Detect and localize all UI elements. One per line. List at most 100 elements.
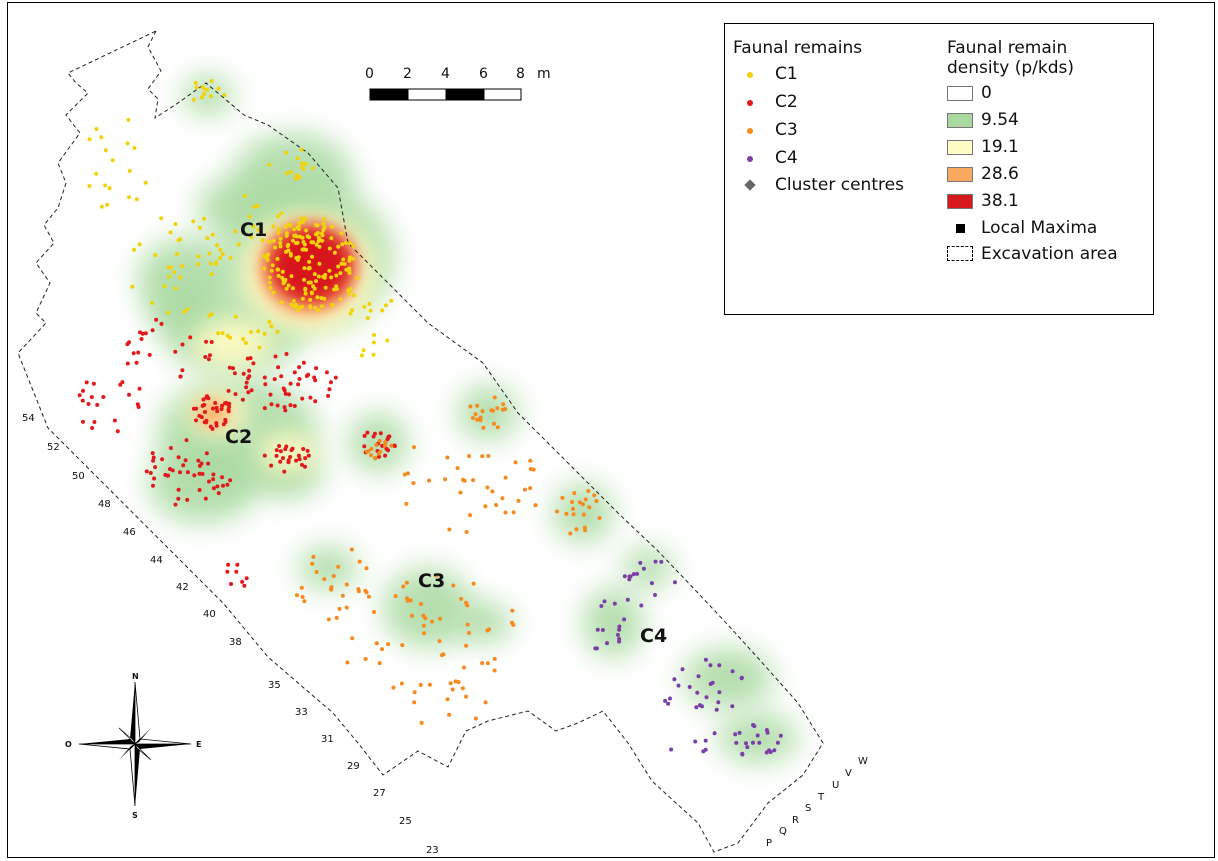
c3-point [481, 425, 486, 430]
c2-point [377, 454, 381, 459]
c1-point [297, 175, 302, 180]
c2-point [143, 331, 148, 336]
c3-point [369, 446, 374, 451]
c3-point [516, 498, 521, 503]
c4-point [703, 747, 708, 752]
c3-point [344, 582, 349, 587]
c3-point [427, 478, 431, 483]
c1-point [209, 94, 213, 99]
c2-point [152, 476, 157, 481]
c2-point [192, 473, 197, 478]
c1-point [203, 87, 208, 92]
c1-point [103, 183, 108, 188]
c2-point [262, 375, 267, 380]
c2-point [203, 496, 208, 501]
c3-point [441, 652, 446, 657]
c3-point [471, 581, 476, 586]
c2-point [206, 357, 211, 362]
c1-point [168, 230, 173, 235]
c2-point [281, 456, 285, 461]
c1-point [290, 286, 295, 291]
c2-point [228, 478, 233, 483]
scale-tick-label: 2 [403, 66, 412, 82]
c3-point [437, 639, 442, 644]
c4-point [605, 641, 609, 646]
c1-point [178, 237, 183, 242]
excavation-area-icon [947, 246, 973, 261]
c2-point [303, 464, 307, 469]
c4-point [680, 667, 685, 672]
c4-point [697, 703, 702, 708]
c2-point [220, 475, 224, 480]
c2-point [81, 388, 85, 393]
c3-point [587, 505, 592, 510]
c3-point [503, 475, 508, 480]
row-label: 48 [98, 499, 111, 510]
c4-point [617, 627, 622, 632]
c1-point [295, 156, 300, 161]
c3-point [310, 561, 315, 566]
c1-point [314, 232, 318, 237]
c2-point [134, 360, 139, 365]
legend-item-c4: C4 [775, 148, 798, 168]
c4-point [745, 745, 750, 750]
density-blob [193, 318, 273, 368]
c1-point [281, 281, 286, 286]
c3-point [350, 636, 355, 641]
c2-point [77, 393, 82, 398]
c1-point [271, 238, 276, 243]
c2-point [244, 380, 249, 385]
c1-point [191, 219, 196, 224]
c1-point [126, 117, 131, 122]
c2-point [300, 396, 305, 401]
c3-point [492, 421, 496, 426]
c2-point [308, 395, 313, 400]
legend-density-3: 28.6 [981, 164, 1019, 184]
cluster-centre-icon [744, 179, 756, 191]
c2-point [84, 380, 89, 385]
c2-point [91, 381, 96, 386]
c3-point [364, 566, 369, 571]
c1-point [220, 252, 225, 257]
c4-point [755, 733, 760, 738]
c2-point [200, 472, 205, 476]
c1-point [283, 224, 288, 229]
c4-point [599, 604, 604, 608]
c1-point [276, 227, 281, 232]
c2-point [200, 403, 205, 408]
c1-point [359, 353, 364, 358]
c2-point [283, 408, 288, 413]
c1-point [301, 166, 306, 171]
c1-point [199, 95, 204, 100]
c1-point [260, 238, 265, 243]
c2-point [211, 406, 215, 411]
c2-point [181, 463, 186, 468]
c3-point [597, 516, 602, 520]
c3-point [363, 657, 368, 661]
c1-point [292, 227, 297, 232]
grid-row-labels: 54 52 50 48 46 44 42 40 38 35 33 31 29 2… [22, 413, 439, 856]
c3-point [373, 456, 377, 460]
c1-point [208, 261, 213, 266]
c1-point [327, 268, 332, 273]
c2-point [151, 458, 156, 463]
row-label: 31 [321, 734, 334, 745]
c2-point [249, 388, 254, 393]
c3-point [467, 630, 471, 635]
c3-point [377, 438, 382, 443]
c2-point [213, 401, 218, 405]
c2-point [288, 455, 293, 459]
c3-point [581, 502, 585, 507]
legend-density-1: 9.54 [981, 110, 1019, 130]
c2-point [292, 404, 297, 408]
c3-point [331, 574, 336, 578]
c3-point [421, 623, 426, 628]
c3-point [581, 512, 586, 517]
c4-point [595, 627, 600, 632]
c1-point [269, 324, 274, 329]
c1-point [185, 307, 190, 312]
c2-point [269, 402, 274, 407]
c2-point [263, 382, 268, 387]
c4-point [676, 683, 681, 688]
c1-point [172, 270, 176, 275]
